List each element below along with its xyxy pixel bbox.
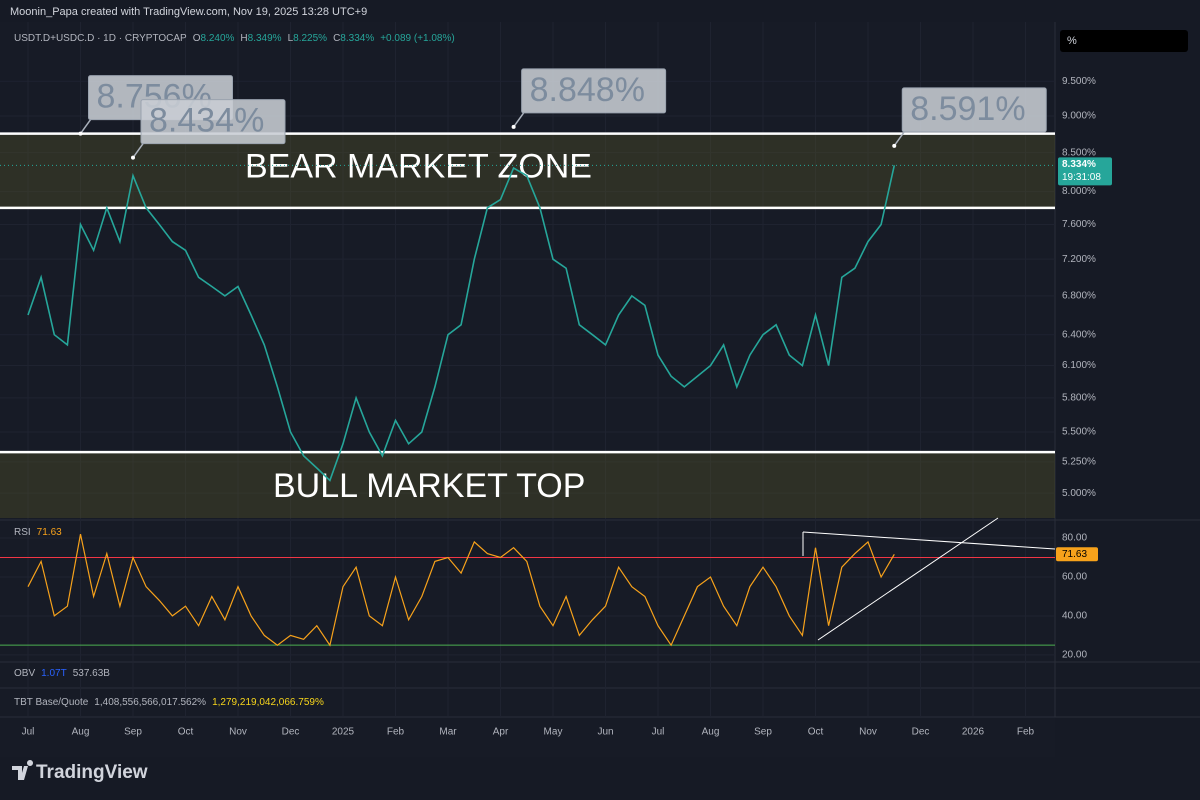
zone bbox=[0, 452, 1055, 518]
logo-text: TradingView bbox=[36, 762, 148, 783]
ohlc-key: C bbox=[333, 33, 341, 44]
ohlc-value: 8.225% bbox=[293, 33, 328, 44]
callout-stem bbox=[79, 119, 92, 135]
callout-point bbox=[131, 155, 135, 160]
y-tick-label: 6.400% bbox=[1062, 329, 1096, 340]
callout-point bbox=[511, 124, 516, 129]
x-tick-label: Nov bbox=[859, 727, 877, 738]
trend-line bbox=[802, 531, 1056, 550]
countdown: 19:31:08 bbox=[1062, 172, 1101, 183]
callout-stem bbox=[132, 143, 144, 159]
x-tick-label: Jul bbox=[652, 727, 665, 738]
x-tick-label: Feb bbox=[1017, 727, 1035, 738]
indicator-name: OBV bbox=[14, 668, 36, 679]
rsi-legend: RSI 71.63 bbox=[14, 527, 62, 538]
ohlc-value: 8.334% bbox=[340, 33, 375, 44]
x-tick-label: Aug bbox=[702, 727, 720, 738]
rsi-name: RSI bbox=[14, 527, 31, 538]
y-tick-label: 7.600% bbox=[1062, 219, 1096, 230]
x-tick-label: Mar bbox=[439, 727, 457, 738]
indicator-name: TBT Base/Quote bbox=[14, 697, 89, 708]
rsi-tag bbox=[1056, 547, 1098, 562]
ohlc-value: 8.240% bbox=[200, 33, 235, 44]
y-tick-label: 5.500% bbox=[1062, 427, 1096, 438]
series-line bbox=[27, 165, 896, 482]
callout-stem bbox=[893, 131, 905, 147]
ohlc-item: H8.349% bbox=[240, 33, 281, 44]
trend-line bbox=[817, 517, 999, 641]
x-tick-label: Dec bbox=[912, 727, 930, 738]
last-price-label: 8.334% bbox=[1062, 159, 1096, 170]
x-tick-label: Aug bbox=[72, 727, 90, 738]
x-tick-label: Dec bbox=[282, 727, 300, 738]
y-tick-label: 6.100% bbox=[1062, 360, 1096, 371]
callout-stem bbox=[513, 112, 525, 128]
y-tick-label: 5.250% bbox=[1062, 456, 1096, 467]
zone bbox=[0, 133, 1055, 208]
change: +0.089 (+1.08%) bbox=[380, 33, 455, 44]
y-tick-label: 6.800% bbox=[1062, 290, 1096, 301]
ohlc-key: L bbox=[287, 33, 294, 44]
indicator-row: TBT Base/Quote 1,408,556,566,017.562% 1,27… bbox=[14, 697, 324, 708]
callout-box bbox=[521, 68, 667, 114]
y-tick-label: 8.500% bbox=[1062, 147, 1096, 158]
y-tick-label: 80.00 bbox=[1062, 533, 1087, 544]
x-tick-label: 2026 bbox=[962, 727, 985, 738]
indicator-value: 1.07T bbox=[41, 668, 67, 679]
x-tick-label: 2025 bbox=[332, 727, 355, 738]
y-tick-label: 60.00 bbox=[1062, 572, 1087, 583]
logo-icon bbox=[12, 759, 34, 780]
plot-background bbox=[0, 22, 1055, 757]
ohlc-item: C8.334% bbox=[333, 33, 374, 44]
callout-label: 8.434% bbox=[149, 102, 264, 140]
y-tick-label: 7.200% bbox=[1062, 254, 1096, 265]
series-line bbox=[27, 533, 895, 647]
y-tick-label: 9.000% bbox=[1062, 111, 1096, 122]
callout-label: 8.848% bbox=[530, 71, 645, 109]
ohlc-value: 8.349% bbox=[247, 33, 282, 44]
y-tick-label: 8.000% bbox=[1062, 186, 1096, 197]
y-tick-label: 40.00 bbox=[1062, 611, 1087, 622]
x-tick-label: Jul bbox=[22, 727, 35, 738]
y-tick-label: 20.00 bbox=[1062, 650, 1087, 661]
x-tick-label: Nov bbox=[229, 727, 247, 738]
callout-label: 8.591% bbox=[910, 90, 1025, 128]
callout-box bbox=[140, 99, 286, 145]
logo: TradingView bbox=[12, 759, 148, 783]
zone-label: BEAR MARKET ZONE bbox=[245, 148, 592, 186]
legend: USDT.D+USDC.D · 1D · CRYPTOCAP O8.240% H8.… bbox=[14, 33, 455, 44]
zone-label: BULL MARKET TOP bbox=[273, 467, 585, 505]
attribution: Moonin_Papa created with TradingView.com… bbox=[10, 6, 367, 18]
x-tick-label: Oct bbox=[808, 727, 824, 738]
indicator-row: OBV 1.07T 537.63B bbox=[14, 668, 110, 679]
x-tick-label: Feb bbox=[387, 727, 405, 738]
x-tick-label: Sep bbox=[754, 727, 772, 738]
callout-box bbox=[901, 87, 1047, 133]
ohlc-item: L8.225% bbox=[288, 33, 327, 44]
x-tick-label: Jun bbox=[597, 727, 613, 738]
rsi-value: 71.63 bbox=[36, 527, 62, 538]
indicator-value: 537.63B bbox=[72, 668, 110, 679]
ohlc-key: H bbox=[240, 33, 248, 44]
scale-box[interactable] bbox=[1060, 30, 1188, 52]
y-tick-label: 5.800% bbox=[1062, 393, 1096, 404]
symbol: USDT.D+USDC.D · 1D · CRYPTOCAP bbox=[14, 33, 187, 44]
indicator-value: 1,279,219,042,066.759% bbox=[212, 697, 324, 708]
callout-point bbox=[892, 143, 897, 148]
rsi-tag-label: 71.63 bbox=[1062, 549, 1087, 560]
ohlc-key: O bbox=[192, 33, 201, 44]
y-tick-label: 5.000% bbox=[1062, 488, 1096, 499]
x-tick-label: Oct bbox=[178, 727, 194, 738]
indicator-value: 1,408,556,566,017.562% bbox=[94, 697, 207, 708]
callout-point bbox=[78, 131, 83, 136]
y-tick-label: 9.500% bbox=[1062, 76, 1096, 87]
x-tick-label: May bbox=[544, 727, 563, 738]
last-price-tag bbox=[1058, 157, 1112, 186]
x-tick-label: Apr bbox=[493, 727, 509, 738]
scale-label: % bbox=[1067, 35, 1077, 47]
x-tick-label: Sep bbox=[124, 727, 142, 738]
ohlc-item: O8.240% bbox=[193, 33, 235, 44]
